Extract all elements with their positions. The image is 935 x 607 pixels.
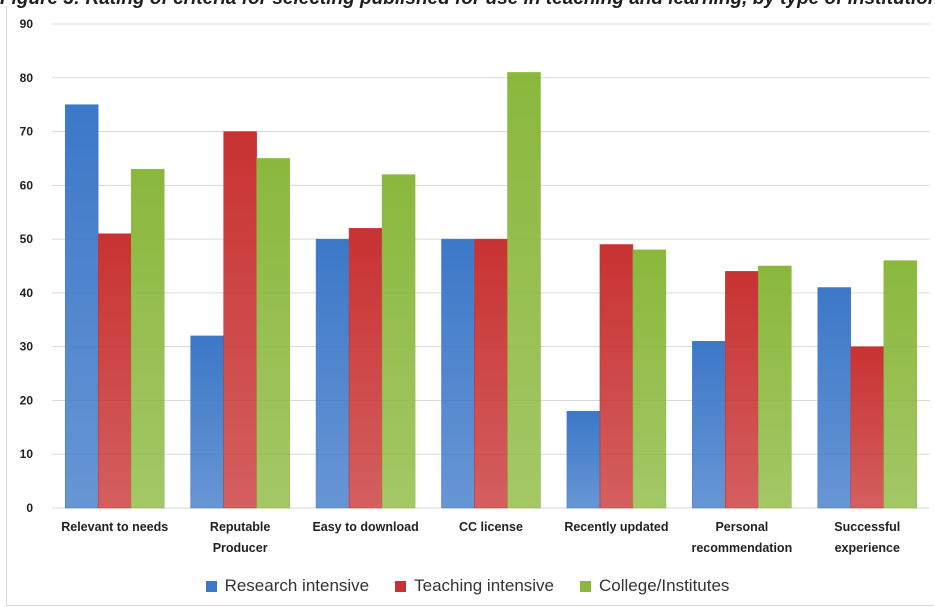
bar-teaching-intensive	[474, 238, 508, 509]
legend-label: Research intensive	[224, 576, 370, 595]
x-category-label: recommendation	[691, 541, 792, 555]
bar-teaching-intensive	[348, 228, 383, 509]
bar-teaching-intensive	[223, 131, 257, 509]
y-tick-label: 80	[20, 71, 34, 85]
y-tick-label: 50	[20, 232, 34, 246]
x-category-label: CC license	[459, 520, 523, 534]
y-tick-label: 40	[20, 286, 34, 300]
bar-college-institutes	[883, 260, 918, 509]
legend-item: College/Institutes	[580, 576, 729, 596]
bar-research-intensive	[190, 335, 224, 509]
bar-research-intensive	[566, 410, 601, 509]
x-category-label: Easy to download	[312, 520, 418, 534]
x-category-label: Relevant to needs	[61, 520, 168, 534]
bar-teaching-intensive	[599, 244, 634, 509]
bar-research-intensive	[64, 104, 99, 509]
chart-frame	[6, 6, 934, 606]
y-tick-label: 90	[20, 17, 34, 31]
y-tick-label: 70	[20, 125, 34, 139]
bar-college-institutes	[381, 174, 416, 509]
bar-college-institutes	[758, 265, 792, 509]
legend-swatch	[395, 580, 407, 592]
legend-item: Research intensive	[205, 576, 370, 596]
bar-teaching-intensive	[725, 271, 759, 509]
y-tick-label: 30	[20, 340, 34, 354]
bar-research-intensive	[441, 238, 475, 509]
y-tick-label: 20	[20, 393, 34, 407]
legend-swatch	[205, 580, 217, 592]
x-category-label: Successful	[834, 520, 900, 534]
bar-college-institutes	[256, 158, 290, 509]
legend-label: Teaching intensive	[414, 576, 555, 595]
y-tick-label: 0	[26, 501, 33, 515]
chart-legend: Research intensive Teaching intensive Coll…	[0, 574, 935, 598]
bar-teaching-intensive	[97, 233, 132, 509]
bar-college-institutes	[130, 168, 165, 509]
bar-college-institutes	[632, 249, 667, 509]
x-category-label: Reputable	[210, 520, 270, 534]
bar-research-intensive	[817, 287, 852, 509]
x-category-label: Personal	[715, 520, 768, 534]
bar-college-institutes	[507, 72, 541, 509]
legend-item: Teaching intensive	[395, 576, 554, 596]
y-tick-label: 10	[20, 447, 34, 461]
legend-label: College/Institutes	[599, 576, 730, 595]
y-tick-label: 60	[20, 178, 34, 192]
bar-research-intensive	[692, 341, 726, 509]
x-category-label: experience	[835, 541, 900, 555]
legend-swatch	[580, 580, 592, 592]
figure-title: Figure 3: Rating of criteria for selecti…	[0, 0, 935, 12]
bar-teaching-intensive	[850, 346, 885, 509]
bar-research-intensive	[315, 238, 350, 509]
x-category-label: Recently updated	[564, 520, 668, 534]
x-category-label: Producer	[213, 541, 268, 555]
